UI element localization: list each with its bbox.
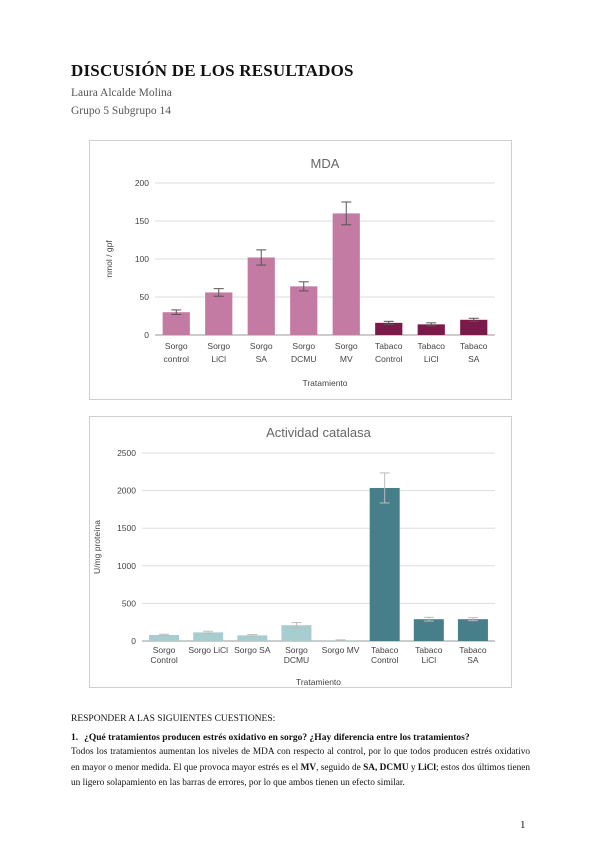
mda-ytick-label: 150: [135, 216, 149, 226]
mda-bar: [332, 213, 360, 335]
mda-category-label: LiCl: [424, 354, 439, 364]
answer-emphasis-mv: MV: [300, 762, 317, 773]
mda-bar: [417, 324, 445, 335]
mda-bar: [162, 312, 190, 335]
mda-category-label: DCMU: [291, 354, 317, 364]
mda-ylabel: nmol / gpf: [104, 240, 114, 278]
author-name: Laura Alcalde Molina: [71, 87, 172, 99]
mda-bar: [460, 319, 488, 335]
answer-emphasis-sa-dcmu: SA, DCMU: [363, 762, 409, 773]
answer-paragraph: Todos los tratamientos aumentan los nive…: [71, 745, 530, 792]
mda-bar: [247, 257, 275, 335]
catalase-category-label: Tabaco: [459, 645, 487, 655]
catalase-category-label: Sorgo MV: [322, 645, 360, 655]
mda-bar: [290, 286, 318, 335]
catalase-bar: [369, 487, 400, 641]
mda-chart-svg: MDA 0 50 100 150 200 nmol / gpf Sorgo control Sor…: [104, 156, 495, 388]
catalase-bar: [149, 634, 180, 641]
catalase-bar: [457, 619, 488, 641]
mda-ytick-label: 200: [135, 178, 149, 188]
mda-category-label: Sorgo: [165, 341, 188, 351]
mda-ytick-label: 50: [140, 292, 150, 302]
mda-category-label: Tabaco: [418, 341, 446, 351]
catalase-category-label: Control: [150, 655, 178, 665]
catalase-ytick-label: 2500: [117, 448, 136, 458]
answer-text-4: ; estos dos últimos tienen un ligero sol…: [71, 762, 531, 789]
catalase-category-label: Sorgo SA: [234, 645, 271, 655]
catalase-ytick-label: 2000: [117, 486, 136, 496]
answer-emphasis-licl: LiCl: [417, 762, 436, 773]
catalase-ylabel: U/mg proteína: [92, 520, 102, 574]
mda-category-label: Sorgo: [292, 341, 315, 351]
catalase-title: Actividad catalasa: [266, 425, 372, 440]
mda-bar: [375, 322, 403, 335]
catalase-chart: Actividad catalasa 0 500 1000 1500 2000 2500 U/…: [89, 416, 512, 688]
catalase-bar: [237, 635, 268, 641]
mda-bar: [205, 292, 233, 335]
mda-xlabel: Tratamiento: [302, 378, 347, 388]
mda-ytick-label: 100: [135, 254, 149, 264]
mda-category-label: Control: [375, 354, 403, 364]
catalase-category-label: LiCl: [421, 655, 436, 665]
section-heading: RESPONDER A LAS SIGUIENTES CUESTIONES:: [71, 714, 276, 724]
question-number: 1.: [71, 733, 79, 743]
mda-category-label: MV: [340, 354, 353, 364]
mda-category-label: Tabaco: [460, 341, 488, 351]
catalase-ytick-label: 0: [131, 636, 136, 646]
catalase-bar: [413, 619, 444, 641]
group-label: Grupo 5 Subgrupo 14: [71, 105, 171, 117]
catalase-chart-svg: Actividad catalasa 0 500 1000 1500 2000 2500 U/…: [92, 425, 495, 687]
answer-text-3: y: [408, 762, 418, 773]
catalase-xlabel: Tratamiento: [296, 677, 341, 687]
mda-category-label: Tabaco: [375, 341, 403, 351]
catalase-bar: [193, 632, 224, 641]
catalase-ytick-label: 1500: [117, 523, 136, 533]
question-1: 1. ¿Qué tratamientos producen estrés oxid…: [71, 733, 531, 743]
catalase-ytick-label: 500: [122, 598, 136, 608]
catalase-category-label: SA: [467, 655, 479, 665]
catalase-ytick-label: 1000: [117, 561, 136, 571]
catalase-category-label: Sorgo: [153, 645, 176, 655]
page-number: 1: [520, 819, 526, 831]
mda-title: MDA: [311, 156, 340, 171]
mda-category-label: Sorgo: [335, 341, 358, 351]
mda-ytick-label: 0: [144, 330, 149, 340]
catalase-category-label: Tabaco: [371, 645, 399, 655]
answer-text-1: Todos los tratamientos aumentan los nive…: [71, 747, 530, 773]
mda-chart: MDA 0 50 100 150 200 nmol / gpf Sorgo control Sor…: [89, 140, 512, 400]
mda-category-label: SA: [256, 354, 268, 364]
mda-category-label: control: [163, 354, 189, 364]
page-title: DISCUSIÓN DE LOS RESULTADOS: [71, 61, 354, 80]
catalase-category-label: Sorgo LiCl: [188, 645, 228, 655]
question-text: ¿Qué tratamientos producen estrés oxidat…: [84, 733, 470, 743]
answer-text-2: , seguido de: [316, 762, 364, 773]
mda-category-label: Sorgo: [250, 341, 273, 351]
catalase-category-label: Tabaco: [415, 645, 443, 655]
catalase-category-label: Control: [371, 655, 399, 665]
mda-category-label: Sorgo: [207, 341, 230, 351]
catalase-bar: [281, 625, 312, 641]
mda-category-label: SA: [468, 354, 480, 364]
mda-category-label: LiCl: [211, 354, 226, 364]
catalase-category-label: Sorgo: [285, 645, 308, 655]
catalase-category-label: DCMU: [284, 655, 310, 665]
